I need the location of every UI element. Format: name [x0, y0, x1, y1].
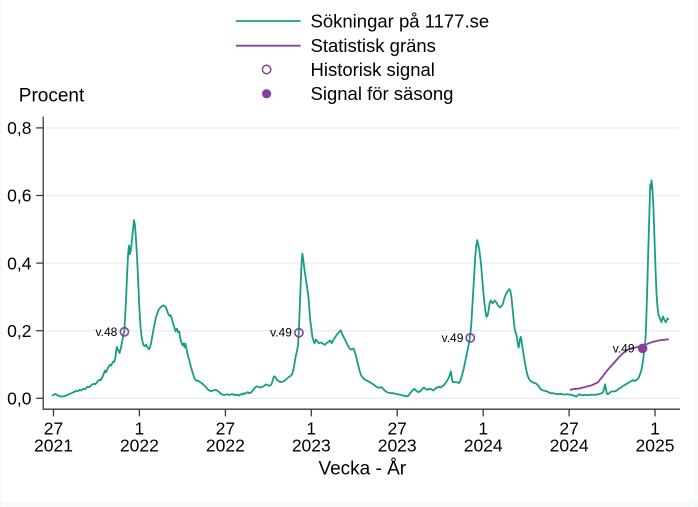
svg-text:1: 1	[650, 418, 660, 438]
svg-text:v.49: v.49	[442, 331, 464, 345]
svg-text:Historisk signal: Historisk signal	[311, 59, 435, 80]
svg-text:v.49: v.49	[613, 342, 635, 356]
svg-text:2023: 2023	[378, 435, 417, 455]
svg-text:27: 27	[216, 418, 235, 438]
svg-text:0,4: 0,4	[7, 253, 32, 273]
svg-text:Sökningar på 1177.se: Sökningar på 1177.se	[311, 10, 490, 31]
svg-text:v.49: v.49	[270, 326, 292, 340]
svg-text:Signal för säsong: Signal för säsong	[311, 83, 454, 104]
svg-text:0,0: 0,0	[7, 389, 32, 409]
svg-text:1: 1	[306, 418, 316, 438]
svg-text:0,8: 0,8	[7, 118, 31, 138]
svg-text:Statistisk gräns: Statistisk gräns	[311, 35, 436, 56]
svg-text:v.48: v.48	[96, 325, 118, 339]
svg-text:27: 27	[44, 418, 63, 438]
svg-text:2022: 2022	[120, 435, 159, 455]
svg-text:27: 27	[559, 418, 578, 438]
svg-text:2021: 2021	[34, 435, 73, 455]
svg-text:27: 27	[387, 418, 406, 438]
svg-text:2024: 2024	[464, 435, 503, 455]
svg-text:1: 1	[135, 418, 145, 438]
svg-text:2024: 2024	[550, 435, 589, 455]
svg-text:0,2: 0,2	[7, 321, 31, 341]
svg-text:2025: 2025	[636, 435, 675, 455]
svg-text:Procent: Procent	[19, 85, 85, 106]
svg-text:0,6: 0,6	[7, 186, 31, 206]
svg-text:Vecka - År: Vecka - År	[318, 458, 406, 479]
svg-text:1: 1	[478, 418, 488, 438]
svg-text:2023: 2023	[292, 435, 331, 455]
svg-text:2022: 2022	[206, 435, 245, 455]
